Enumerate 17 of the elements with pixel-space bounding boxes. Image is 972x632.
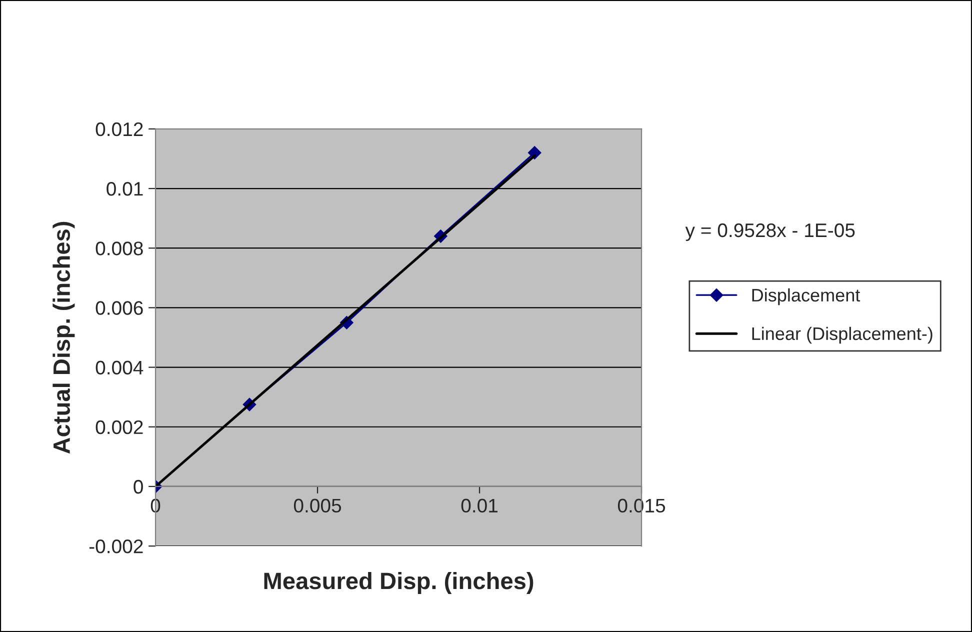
y-tick-label: 0.004: [96, 360, 144, 375]
y-tick-label: 0.006: [96, 301, 143, 315]
y-axis-title: Actual Disp. (inches): [52, 222, 75, 454]
x-tick-label: 0: [150, 498, 160, 513]
legend-label: Linear (Displacement-): [752, 326, 932, 344]
y-tick-label: 0.002: [96, 420, 143, 434]
y-tick-label: 0.008: [96, 242, 143, 256]
x-tick-label: 0.005: [294, 498, 342, 513]
x-axis-title: Measured Disp. (inches): [264, 572, 534, 594]
y-tick-label: 0: [134, 480, 143, 494]
x-tick-label: 0.015: [618, 498, 666, 513]
text: y = 0.9528x - 1E-05: [685, 223, 855, 242]
y-tick-label: -0.002: [89, 540, 143, 554]
y-tick-label: 0.01: [106, 182, 143, 196]
y-tick-label: 0.012: [96, 122, 143, 136]
legend-label: Displacement: [752, 288, 860, 306]
x-tick-label: 0.01: [461, 498, 498, 513]
